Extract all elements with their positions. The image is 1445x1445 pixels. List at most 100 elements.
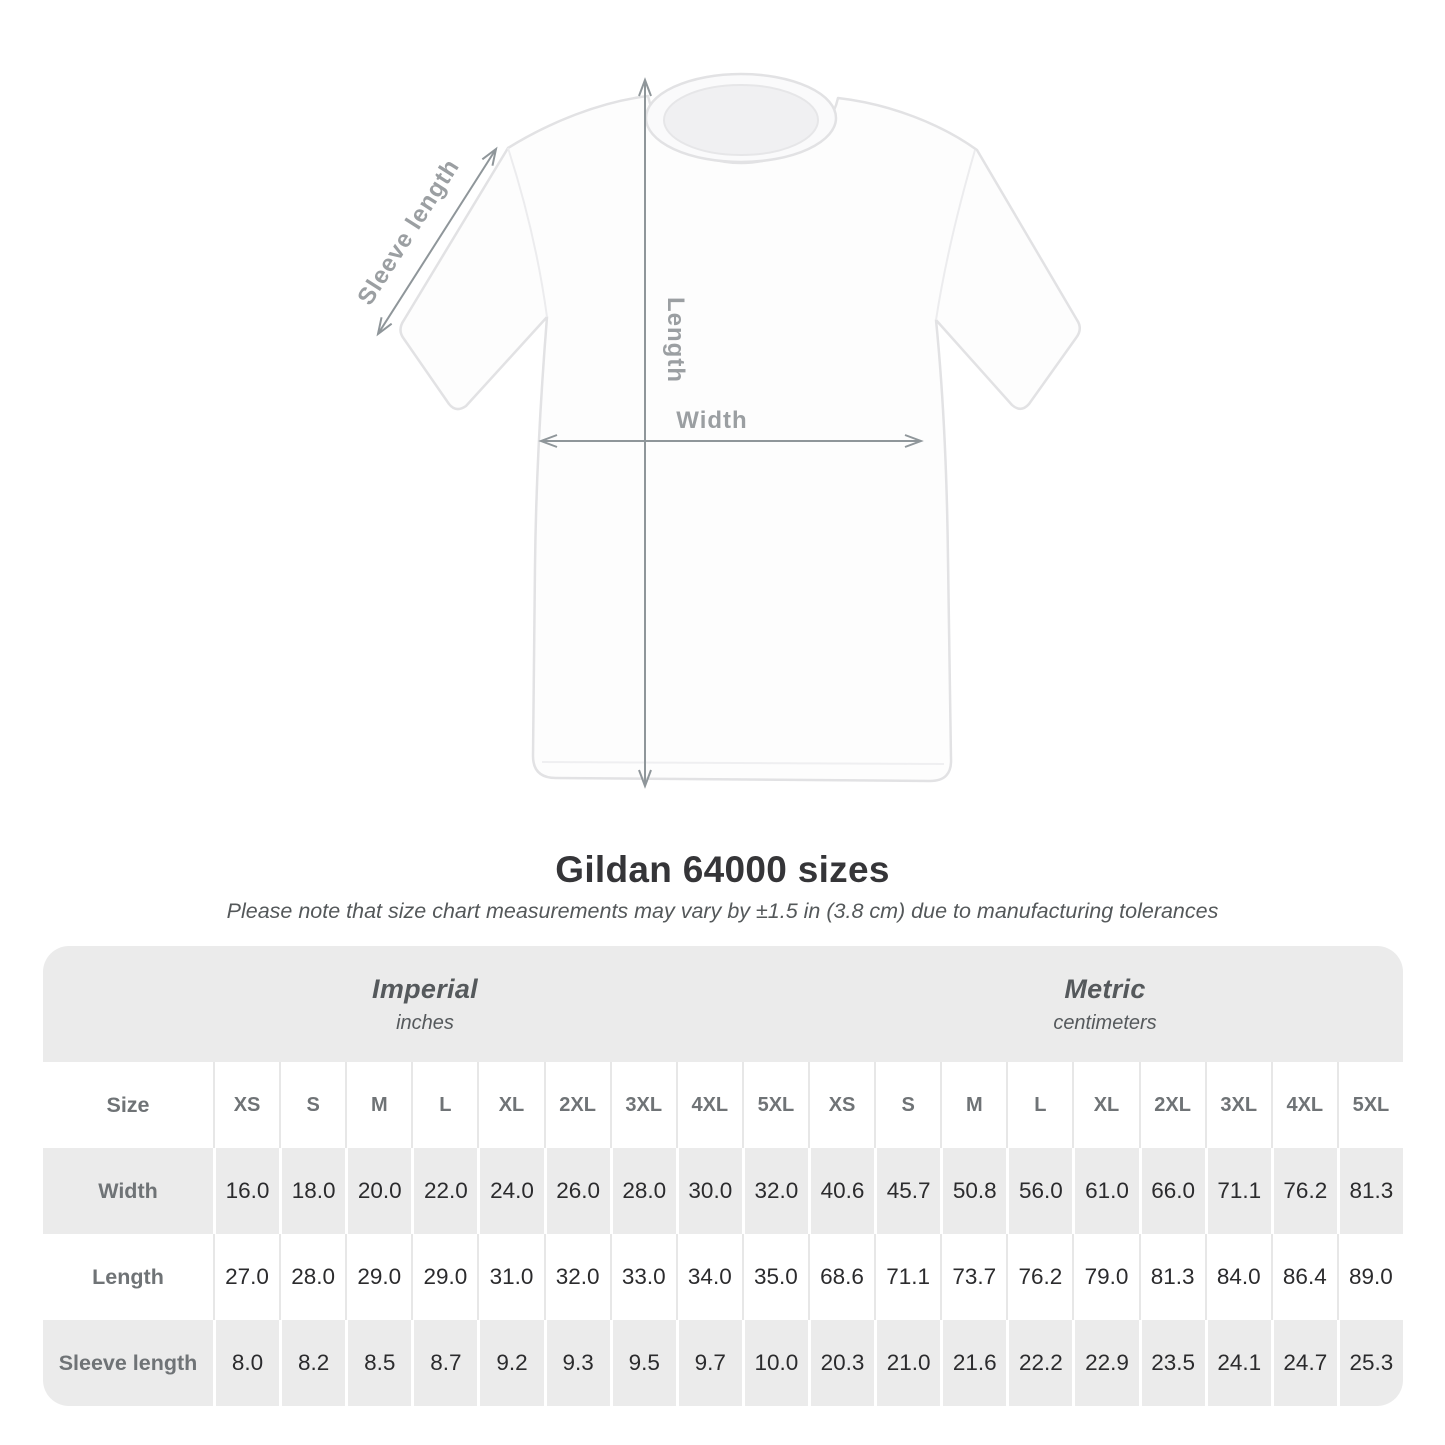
value-cell: 25.3	[1336, 1320, 1403, 1406]
row-label: Length	[92, 1264, 164, 1289]
value-cell: 32.0	[543, 1234, 610, 1320]
value-cell: 29.0	[345, 1234, 411, 1320]
value-cell: 21.0	[874, 1320, 940, 1406]
value-cell: 71.1	[1204, 1148, 1271, 1234]
value-cell: 79.0	[1072, 1234, 1138, 1320]
value-cell: 76.2	[1006, 1234, 1072, 1320]
value-cell: 22.0	[411, 1148, 477, 1234]
value-cell: 66.0	[1138, 1148, 1205, 1234]
value-cell: 68.6	[808, 1234, 874, 1320]
value-cell: 50.8	[940, 1148, 1006, 1234]
size-header-cell: L	[411, 1062, 477, 1148]
table-row: Width 16.0 18.0 20.0 22.0 24.0 26.0 28.0 30.0 32.…	[43, 1148, 1403, 1234]
size-header-cell: 2XL	[543, 1062, 610, 1148]
size-header-cell: M	[345, 1062, 411, 1148]
value-cell: 18.0	[279, 1148, 345, 1234]
value-cell: 9.2	[477, 1320, 543, 1406]
value-cell: 89.0	[1336, 1234, 1403, 1320]
row-label: Width	[98, 1178, 158, 1203]
value-cell: 31.0	[477, 1234, 543, 1320]
value-cell: 32.0	[741, 1148, 808, 1234]
value-cell: 33.0	[609, 1234, 676, 1320]
size-header-cell: S	[874, 1062, 940, 1148]
arrowhead-upright-icon	[481, 146, 498, 166]
value-cell: 76.2	[1270, 1148, 1337, 1234]
value-cell: 61.0	[1072, 1148, 1138, 1234]
value-cell: 86.4	[1270, 1234, 1337, 1320]
value-cell: 30.0	[675, 1148, 742, 1234]
size-header-cell: 3XL	[1204, 1062, 1271, 1148]
size-header-cell: L	[1006, 1062, 1072, 1148]
imperial-unit: inches	[396, 1011, 454, 1034]
value-cell: 27.0	[213, 1234, 279, 1320]
arrowhead-downleft-icon	[376, 317, 393, 337]
tolerance-note: Please note that size chart measurements…	[226, 899, 1219, 923]
measurement-arrows	[376, 77, 924, 789]
value-cell: 16.0	[213, 1148, 279, 1234]
value-cell: 71.1	[874, 1234, 940, 1320]
imperial-section-header: Imperial inches	[43, 946, 807, 1062]
arrowhead-up-icon	[638, 77, 652, 97]
size-header-cell: 2XL	[1138, 1062, 1205, 1148]
size-header-cell: 5XL	[1336, 1062, 1403, 1148]
value-cell: 22.9	[1072, 1320, 1138, 1406]
value-cell: 84.0	[1204, 1234, 1271, 1320]
row-label: Sleeve length	[58, 1350, 198, 1375]
tshirt-diagram: Sleeve length Length Width	[352, 72, 1081, 789]
size-header-cell: 4XL	[1270, 1062, 1337, 1148]
hem-stitch	[541, 761, 945, 765]
value-cell: 9.3	[543, 1320, 610, 1406]
value-cell: 24.1	[1204, 1320, 1271, 1406]
page-title: Gildan 64000 sizes	[555, 849, 890, 890]
size-header-cell: 4XL	[675, 1062, 742, 1148]
collar-inner	[663, 84, 819, 156]
size-header-cell: XL	[477, 1062, 543, 1148]
value-cell: 9.7	[675, 1320, 742, 1406]
sleeve-seam-right	[935, 149, 976, 321]
table-row: Length 27.0 28.0 29.0 29.0 31.0 32.0 33.0 34.0 35…	[43, 1234, 1403, 1320]
size-header-cell: 5XL	[741, 1062, 808, 1148]
value-cell: 24.7	[1270, 1320, 1337, 1406]
tshirt-image	[399, 72, 1081, 783]
value-cell: 9.5	[609, 1320, 676, 1406]
value-cell: 81.3	[1336, 1148, 1403, 1234]
size-header-cell: XS	[808, 1062, 874, 1148]
arrowhead-left-icon	[538, 434, 558, 448]
value-cell: 28.0	[609, 1148, 676, 1234]
value-cell: 34.0	[675, 1234, 742, 1320]
size-header-cell: XS	[213, 1062, 279, 1148]
size-column-header: Size	[106, 1092, 150, 1117]
metric-label: Metric	[1064, 973, 1146, 1004]
value-cell: 21.6	[940, 1320, 1006, 1406]
imperial-label: Imperial	[372, 973, 478, 1004]
value-cell: 8.5	[345, 1320, 411, 1406]
width-label: Width	[676, 407, 747, 434]
arrowhead-right-icon	[904, 434, 924, 448]
tshirt-body	[399, 94, 1081, 783]
value-cell: 20.3	[808, 1320, 874, 1406]
size-header-row: Size XS S M L XL 2XL 3XL 4XL 5XL XS S M L XL 2XL 3XL 4XL 5…	[43, 1062, 1403, 1148]
size-header-cell: M	[940, 1062, 1006, 1148]
value-cell: 23.5	[1138, 1320, 1205, 1406]
value-cell: 40.6	[808, 1148, 874, 1234]
value-cell: 22.2	[1006, 1320, 1072, 1406]
value-cell: 81.3	[1138, 1234, 1205, 1320]
value-cell: 24.0	[477, 1148, 543, 1234]
metric-unit: centimeters	[1053, 1011, 1157, 1034]
value-cell: 8.0	[213, 1320, 279, 1406]
value-cell: 35.0	[741, 1234, 808, 1320]
value-cell: 73.7	[940, 1234, 1006, 1320]
metric-section-header: Metric centimeters	[807, 946, 1403, 1062]
sleeve-arrow	[377, 148, 497, 335]
arrowhead-down-icon	[638, 769, 652, 789]
size-header-cell: XL	[1072, 1062, 1138, 1148]
value-cell: 29.0	[411, 1234, 477, 1320]
size-header-cell: 3XL	[609, 1062, 676, 1148]
value-cell: 28.0	[279, 1234, 345, 1320]
value-cell: 45.7	[874, 1148, 940, 1234]
value-cell: 56.0	[1006, 1148, 1072, 1234]
value-cell: 8.2	[279, 1320, 345, 1406]
value-cell: 20.0	[345, 1148, 411, 1234]
length-label: Length	[662, 297, 689, 383]
